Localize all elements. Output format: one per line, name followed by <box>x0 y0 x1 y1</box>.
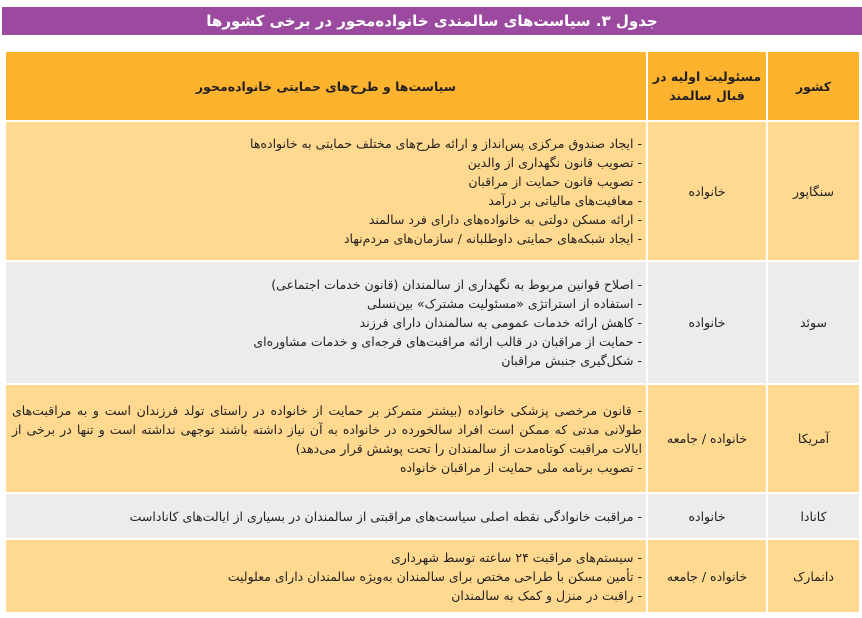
policy-item: اصلاح قوانین مربوط به نگهداری از سالمندا… <box>12 275 642 294</box>
header-policies: سیاست‌ها و طرح‌های حمایتی خانواده‌محور <box>4 50 648 122</box>
country-cell: کانادا <box>766 492 861 540</box>
country-cell: دانمارک <box>766 538 861 614</box>
table-row-denmark: دانمارک خانواده / جامعه سیستم‌های مراقبت… <box>4 538 861 614</box>
policy-item: حمایت از مراقبان در قالب ارائه مراقبت‌ها… <box>12 332 642 351</box>
table-row-singapore: سنگاپور خانواده ایجاد صندوق مرکزی پس‌اند… <box>4 120 861 262</box>
policy-item: ایجاد شبکه‌های حمایتی داوطلبانه / سازمان… <box>12 229 642 248</box>
policy-item: استفاده از استراتژی «مسئولیت مشترک» بین‌… <box>12 294 642 313</box>
policy-item: معافیت‌های مالیاتی بر درآمد <box>12 191 642 210</box>
header-responsibility: مسئولیت اولیه در قبال سالمند <box>646 50 768 122</box>
policy-item: شکل‌گیری جنبش مراقبان <box>12 351 642 370</box>
header-row: کشور مسئولیت اولیه در قبال سالمند سیاست‌… <box>4 50 861 122</box>
policy-item: مراقبت خانوادگی نقطه اصلی سیاست‌های مراق… <box>12 507 642 526</box>
responsibility-cell: خانواده <box>646 260 768 385</box>
policy-item: ایجاد صندوق مرکزی پس‌انداز و ارائه طرح‌ه… <box>12 134 642 153</box>
responsibility-cell: خانواده / جامعه <box>646 538 768 614</box>
policies-cell: ایجاد صندوق مرکزی پس‌انداز و ارائه طرح‌ه… <box>4 120 648 262</box>
policies-cell: مراقبت خانوادگی نقطه اصلی سیاست‌های مراق… <box>4 492 648 540</box>
policy-item: تأمین مسکن با طراحی مختص برای سالمندان ب… <box>12 567 642 586</box>
policy-item: تصویب قانون حمایت از مراقبان <box>12 172 642 191</box>
table-row-sweden: سوئد خانواده اصلاح قوانین مربوط به نگهدا… <box>4 260 861 385</box>
policy-item: تصویب قانون نگهداری از والدین <box>12 153 642 172</box>
policy-table: کشور مسئولیت اولیه در قبال سالمند سیاست‌… <box>4 50 861 614</box>
responsibility-cell: خانواده <box>646 120 768 262</box>
table-row-usa: آمریکا خانواده / جامعه قانون مرخصی پزشکی… <box>4 383 861 494</box>
policies-cell: قانون مرخصی پزشکی خانواده (بیشتر متمرکز … <box>4 383 648 494</box>
policies-cell: اصلاح قوانین مربوط به نگهداری از سالمندا… <box>4 260 648 385</box>
policy-item: قانون مرخصی پزشکی خانواده (بیشتر متمرکز … <box>12 401 642 458</box>
policy-item: سیستم‌های مراقبت ۲۴ ساعته توسط شهرداری <box>12 548 642 567</box>
country-cell: آمریکا <box>766 383 861 494</box>
header-country: کشور <box>766 50 861 122</box>
table-row-canada: کانادا خانواده مراقبت خانوادگی نقطه اصلی… <box>4 492 861 540</box>
country-cell: سنگاپور <box>766 120 861 262</box>
responsibility-cell: خانواده / جامعه <box>646 383 768 494</box>
responsibility-cell: خانواده <box>646 492 768 540</box>
policies-cell: سیستم‌های مراقبت ۲۴ ساعته توسط شهرداری ت… <box>4 538 648 614</box>
policy-item: ارائه مسکن دولتی به خانواده‌های دارای فر… <box>12 210 642 229</box>
country-cell: سوئد <box>766 260 861 385</box>
policy-item: کاهش ارائه خدمات عمومی به سالمندان دارای… <box>12 313 642 332</box>
table-title: جدول ۳. سیاست‌های سالمندی خانواده‌محور د… <box>2 7 862 35</box>
policy-item: تصویب برنامه ملی حمایت از مراقبان خانواد… <box>12 458 642 477</box>
policy-item: راقبت در منزل و کمک به سالمندان <box>12 586 642 605</box>
